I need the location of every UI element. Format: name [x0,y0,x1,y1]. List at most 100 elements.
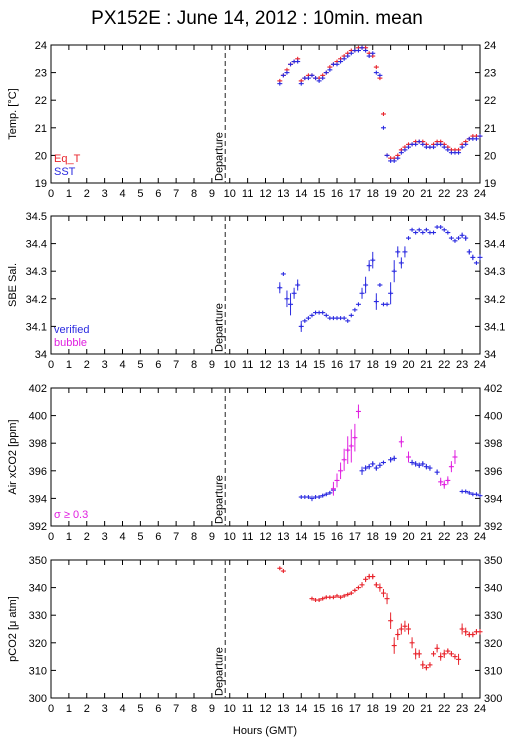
x-tick-label: 11 [242,703,253,715]
x-tick-label: 0 [48,531,54,543]
plot-frame [51,45,480,183]
x-tick-label: 4 [119,531,125,543]
x-tick-label: 19 [385,188,397,200]
x-tick-label: 11 [242,531,253,543]
y-tick-label-left: 34.3 [26,266,47,278]
x-tick-label: 2 [84,703,90,715]
y-tick-label-left: 396 [29,466,47,478]
y-tick-label-left: 394 [29,493,47,505]
x-tick-label: 3 [102,531,108,543]
y-tick-label-left: 23 [35,68,47,80]
x-tick-label: 20 [402,359,414,371]
x-tick-label: 17 [349,359,361,371]
y-tick-label-left: 310 [29,665,47,677]
x-tick-label: 1 [66,703,72,715]
x-tick-label: 3 [102,359,108,371]
x-tick-label: 21 [420,359,432,371]
x-tick-label: 19 [385,703,397,715]
x-tick-label: 21 [420,531,432,543]
x-tick-label: 19 [385,359,397,371]
x-tick-label: 15 [313,359,325,371]
x-tick-label: 20 [402,703,414,715]
x-tick-label: 14 [295,703,307,715]
x-tick-label: 0 [48,703,54,715]
y-tick-label-right: 340 [484,583,502,595]
x-tick-label: 4 [119,359,125,371]
x-tick-label: 1 [66,188,72,200]
x-tick-label: 2 [84,531,90,543]
y-axis-label: SBE Sal. [7,263,19,307]
plot-frame [51,216,480,354]
x-tick-label: 20 [402,531,414,543]
y-tick-label-right: 320 [484,638,502,650]
x-tick-label: 8 [191,531,197,543]
x-tick-label: 5 [137,188,143,200]
x-tick-label: 12 [259,703,271,715]
y-tick-label-left: 22 [35,95,47,107]
departure-label: Departure [213,303,225,352]
x-tick-label: 5 [137,703,143,715]
plot-frame [51,388,480,526]
x-tick-label: 18 [367,531,379,543]
x-tick-label: 6 [155,188,161,200]
x-tick-label: 21 [420,703,432,715]
y-tick-label-left: 19 [35,178,47,190]
chart-title: PX152E : June 14, 2012 : 10min. mean [91,8,423,29]
departure-label: Departure [213,475,225,524]
x-tick-label: 11 [242,359,253,371]
x-tick-label: 20 [402,188,414,200]
x-tick-label: 14 [295,359,307,371]
y-tick-label-left: 34.5 [26,211,47,223]
x-tick-label: 12 [259,359,271,371]
legend-entry: bubble [54,337,87,349]
y-tick-label-left: 34.1 [26,321,47,333]
x-tick-label: 17 [349,703,361,715]
x-tick-label: 15 [313,531,325,543]
y-tick-label-right: 34.3 [484,266,505,278]
x-tick-label: 0 [48,359,54,371]
y-tick-label-left: 20 [35,150,47,162]
y-tick-label-left: 21 [35,123,47,135]
x-tick-label: 8 [191,188,197,200]
y-tick-label-right: 398 [484,438,502,450]
x-tick-label: 4 [119,703,125,715]
y-tick-label-left: 320 [29,638,47,650]
y-tick-label-right: 34.1 [484,321,505,333]
x-tick-label: 13 [277,359,289,371]
y-tick-label-right: 34.5 [484,211,505,223]
x-tick-label: 19 [385,531,397,543]
y-tick-label-left: 300 [29,693,47,705]
x-tick-label: 22 [438,188,450,200]
x-tick-label: 0 [48,188,54,200]
x-tick-label: 6 [155,531,161,543]
x-tick-label: 11 [242,188,253,200]
y-tick-label-left: 398 [29,438,47,450]
x-tick-label: 9 [209,531,215,543]
x-tick-label: 4 [119,188,125,200]
x-tick-label: 12 [259,188,271,200]
y-tick-label-left: 340 [29,583,47,595]
y-tick-label-left: 34.2 [26,294,47,306]
x-tick-label: 22 [438,359,450,371]
y-tick-label-right: 402 [484,383,502,395]
y-tick-label-left: 350 [29,555,47,567]
x-tick-label: 1 [66,531,72,543]
y-tick-label-right: 396 [484,466,502,478]
x-tick-label: 10 [224,359,236,371]
x-tick-label: 9 [209,359,215,371]
x-tick-label: 13 [277,188,289,200]
y-tick-label-right: 34 [484,349,496,361]
y-tick-label-left: 402 [29,383,47,395]
x-tick-label: 23 [456,359,468,371]
y-tick-label-right: 22 [484,95,496,107]
legend-entry: Eq_T [54,153,81,165]
y-tick-label-right: 350 [484,555,502,567]
x-tick-label: 7 [173,531,179,543]
y-tick-label-right: 330 [484,610,502,622]
y-tick-label-right: 34.2 [484,294,505,306]
x-tick-label: 7 [173,703,179,715]
x-tick-label: 18 [367,703,379,715]
x-tick-label: 23 [456,188,468,200]
x-tick-label: 9 [209,188,215,200]
